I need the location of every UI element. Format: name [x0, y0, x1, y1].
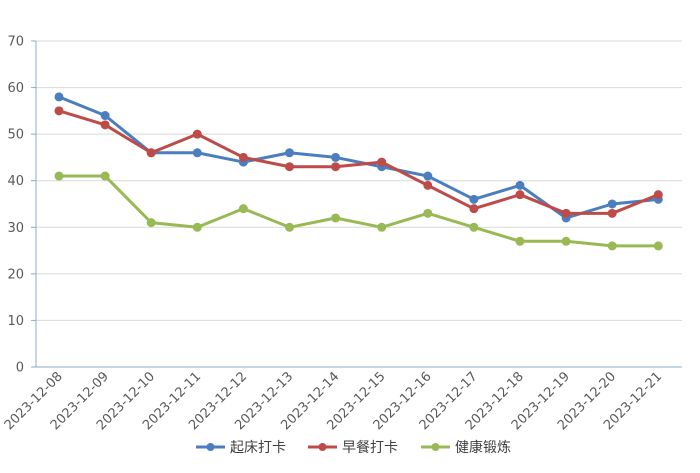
y-tick-label: 30 — [7, 221, 24, 236]
axes — [31, 40, 682, 368]
data-point — [607, 199, 617, 209]
data-point — [238, 204, 248, 214]
data-point — [561, 236, 571, 246]
data-point — [54, 106, 64, 116]
legend-swatch-marker — [206, 443, 215, 451]
data-point — [423, 180, 433, 190]
legend-label: 早餐打卡 — [342, 439, 398, 456]
y-tick-labels: 0 10 20 30 40 50 60 70 — [7, 35, 24, 376]
y-tick-label: 60 — [7, 81, 24, 96]
data-point — [653, 190, 663, 200]
data-point — [285, 148, 294, 158]
legend: 起床打卡 早餐打卡 健康锻炼 — [196, 439, 511, 456]
y-tick-label: 10 — [7, 314, 24, 329]
data-point — [192, 129, 202, 139]
data-point — [285, 222, 294, 232]
data-point — [331, 162, 341, 172]
data-point — [607, 241, 617, 251]
data-point — [515, 180, 525, 190]
data-point — [469, 194, 479, 204]
data-point — [515, 190, 525, 200]
data-point — [192, 148, 202, 158]
data-point — [192, 222, 202, 232]
legend-label: 起床打卡 — [230, 439, 286, 456]
data-point — [607, 208, 617, 218]
data-point — [146, 218, 156, 228]
data-point — [54, 171, 64, 181]
data-point — [515, 236, 525, 246]
data-point — [423, 208, 433, 218]
data-point — [285, 162, 294, 172]
data-point — [423, 171, 433, 181]
series-line — [57, 109, 660, 215]
data-point — [100, 120, 110, 130]
y-tick-label: 20 — [7, 267, 24, 282]
x-tick-labels: 2023-12-082023-12-092023-12-102023-12-11… — [2, 369, 665, 433]
y-tick-label: 70 — [7, 35, 24, 50]
legend-label: 健康锻炼 — [455, 439, 511, 456]
legend-swatch-marker — [318, 443, 327, 451]
data-point — [469, 204, 479, 214]
series-line — [57, 95, 660, 220]
data-point — [238, 152, 248, 162]
data-point — [561, 208, 571, 218]
data-point — [54, 92, 64, 102]
gridlines — [36, 40, 682, 321]
y-tick-label: 50 — [7, 128, 24, 143]
data-point — [653, 241, 663, 251]
data-point — [377, 222, 387, 232]
series-line — [57, 174, 660, 248]
legend-swatch-marker — [431, 443, 440, 451]
y-tick-label: 0 — [16, 361, 24, 376]
data-point — [331, 152, 341, 162]
data-point — [331, 213, 341, 223]
data-point — [100, 171, 110, 181]
data-point — [377, 157, 387, 167]
y-tick-label: 40 — [7, 174, 24, 189]
series-group — [54, 92, 663, 251]
data-point — [469, 222, 479, 232]
data-point — [146, 148, 156, 158]
data-point — [100, 111, 110, 121]
